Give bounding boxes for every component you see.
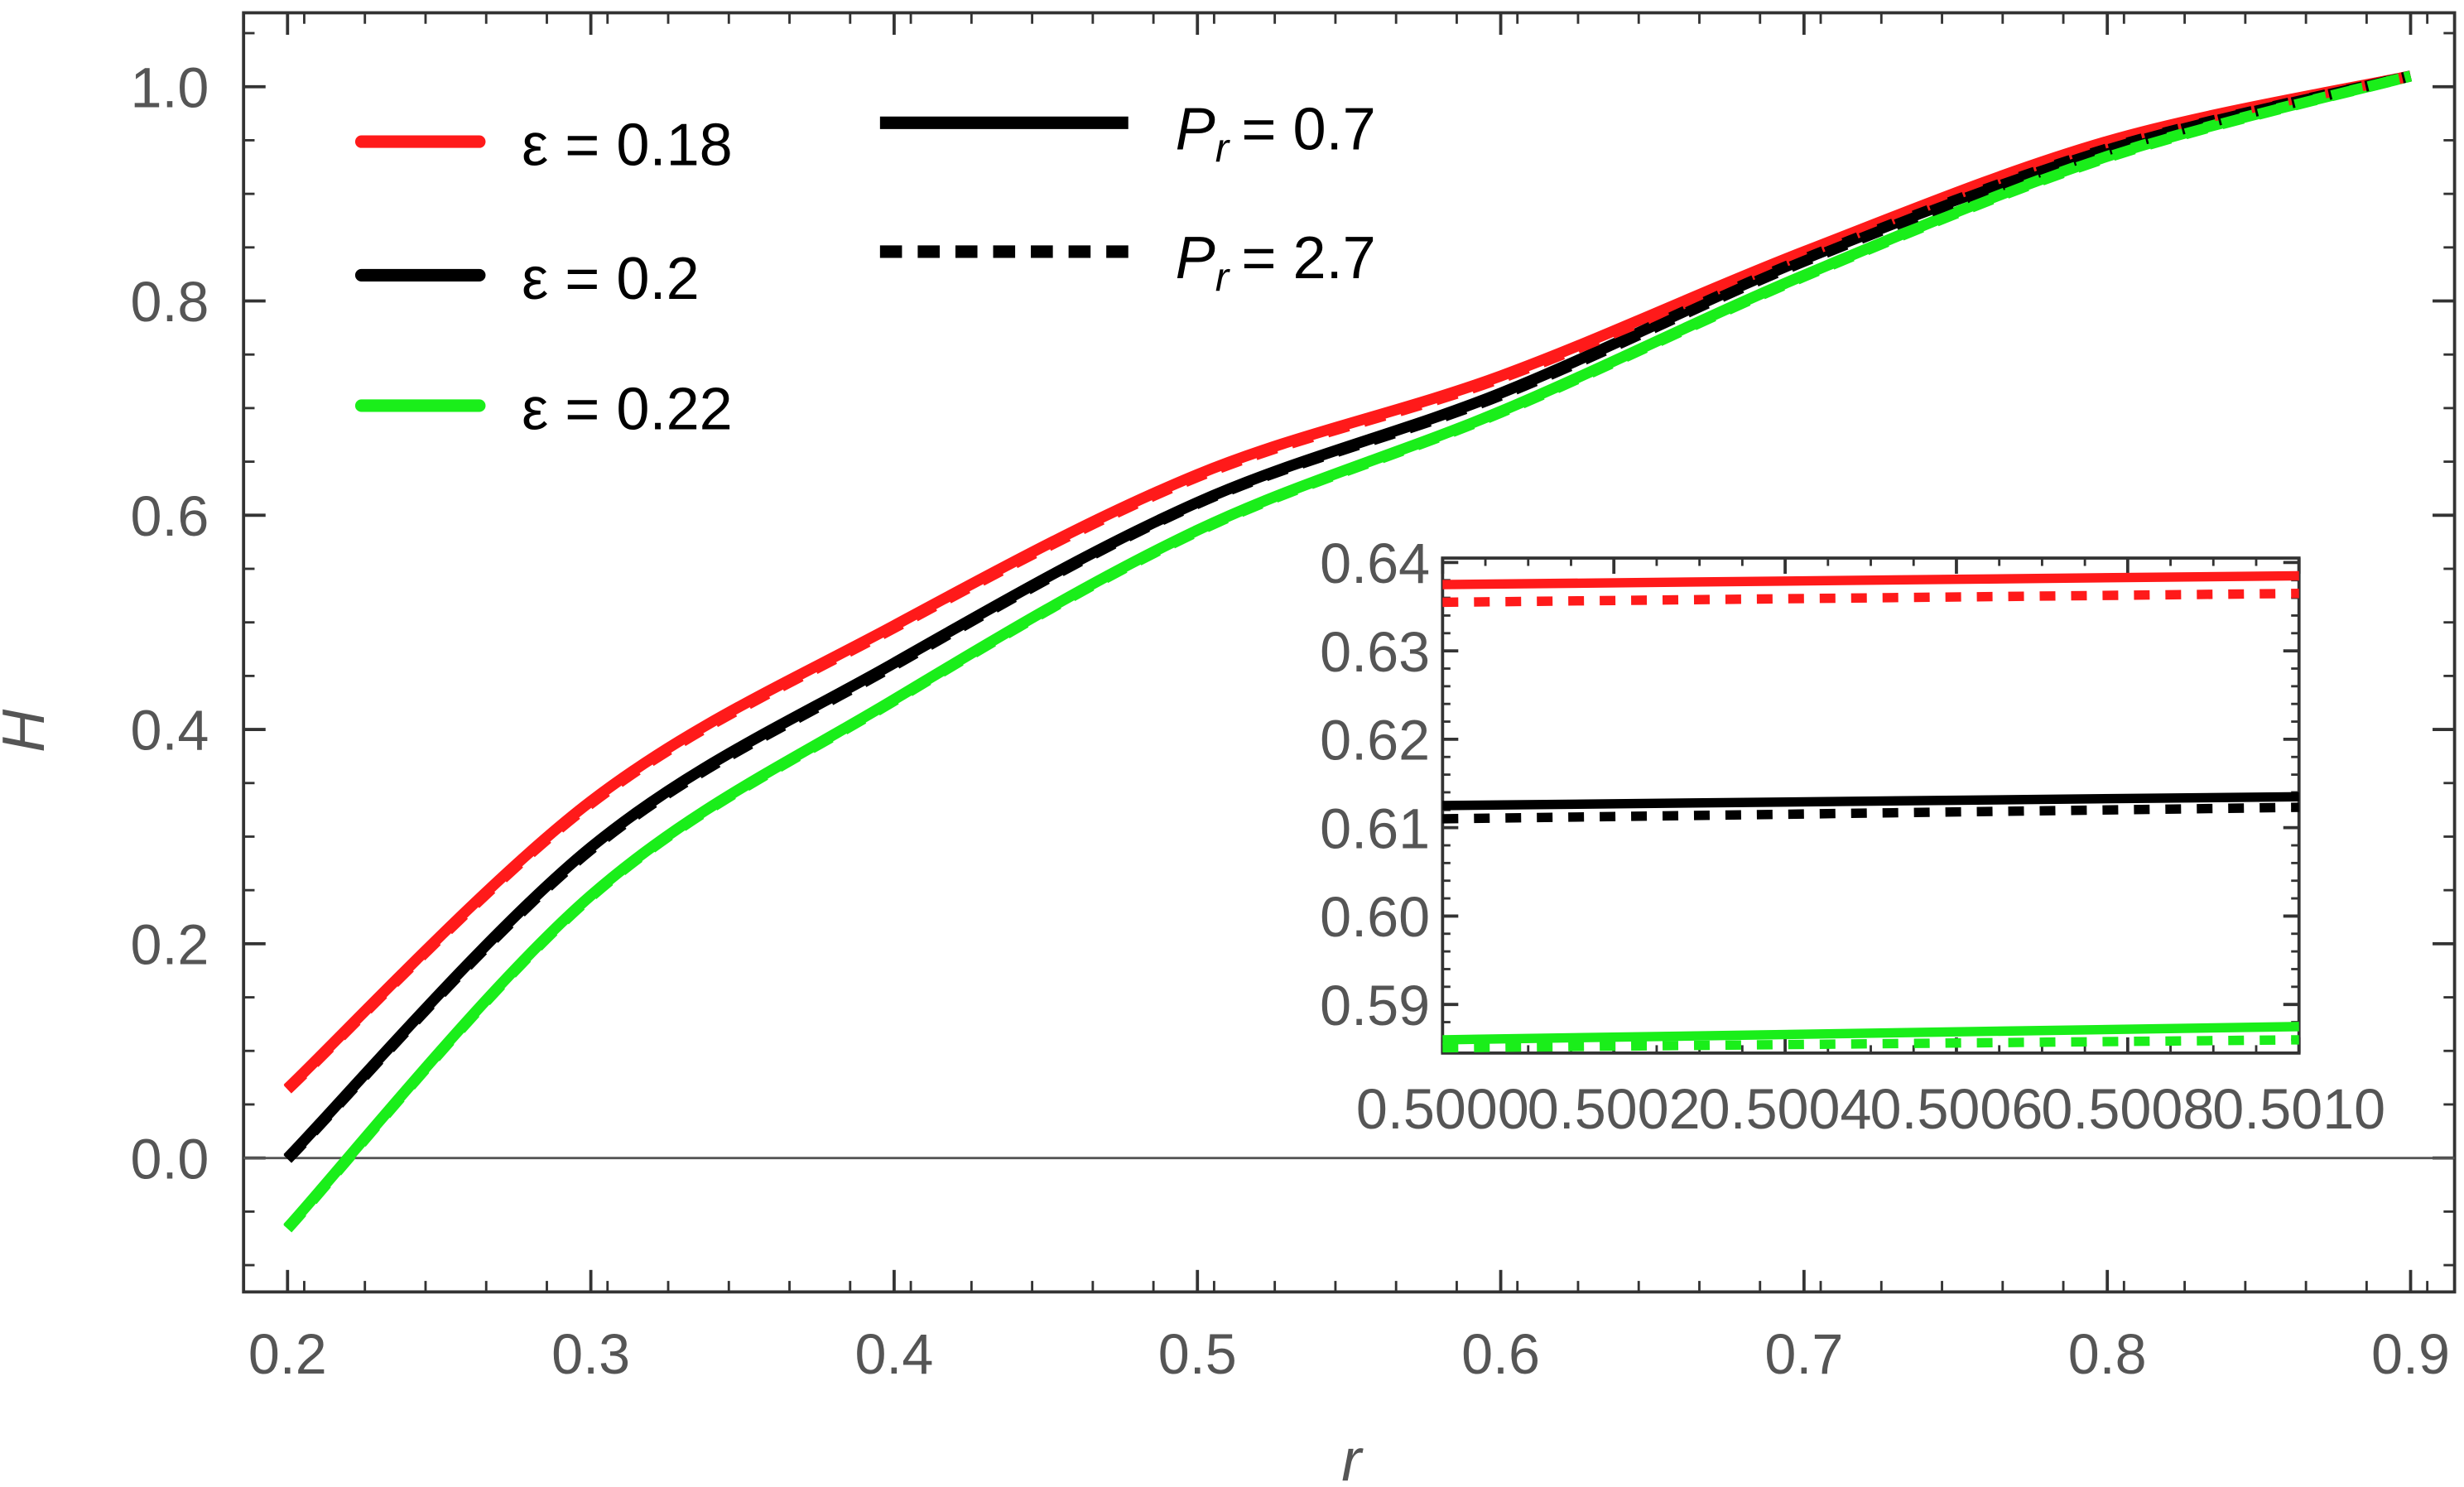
legend-label-eps-0.2: ε = 0.2 xyxy=(522,246,700,312)
inset-x-tick-label: 0.5006 xyxy=(1870,1078,2043,1141)
inset-series-line xyxy=(1442,792,2299,811)
inset-series-line xyxy=(1442,570,2299,590)
inset-series xyxy=(1442,570,2299,1053)
inset-x-tick-label: 0.5000 xyxy=(1356,1078,1529,1141)
y-tick-label: 0.2 xyxy=(130,914,209,977)
series-line xyxy=(283,70,2412,1094)
x-tick-label: 0.3 xyxy=(551,1323,630,1386)
x-tick-label: 0.2 xyxy=(248,1323,327,1386)
x-tick-label: 0.8 xyxy=(2068,1323,2147,1386)
x-axis-label: r xyxy=(1341,1427,1364,1487)
inset-y-tick-label: 0.62 xyxy=(1320,710,1430,772)
x-tick-label: 0.9 xyxy=(2371,1323,2450,1386)
y-tick-label: 0.6 xyxy=(130,485,209,548)
inset-x-tick-label: 0.5010 xyxy=(2212,1078,2385,1141)
inset-y-tick-label: 0.63 xyxy=(1320,621,1430,684)
y-tick-label: 0.0 xyxy=(130,1128,209,1191)
inset-y-tick-label: 0.64 xyxy=(1320,532,1430,595)
y-axis-label: H xyxy=(0,709,57,753)
legend-label-pr-2.7: Pr = 2.7 xyxy=(1176,225,1376,300)
legend-label-pr-0.7: Pr = 0.7 xyxy=(1176,97,1376,171)
inset-y-tick-label: 0.59 xyxy=(1320,974,1430,1037)
series-line xyxy=(283,70,2413,1163)
inset-x-tick-label: 0.5008 xyxy=(2041,1078,2214,1141)
x-tick-label: 0.5 xyxy=(1158,1323,1237,1386)
inset-series-line xyxy=(1442,1022,2299,1045)
x-tick-label: 0.7 xyxy=(1764,1323,1843,1386)
main-series xyxy=(283,70,2413,1233)
legend-label-eps-0.18: ε = 0.18 xyxy=(522,113,733,179)
legend-label-eps-0.22: ε = 0.22 xyxy=(522,376,733,442)
y-tick-label: 0.8 xyxy=(130,271,209,334)
inset-x-tick-label: 0.5004 xyxy=(1699,1078,1872,1141)
inset-y-tick-label: 0.61 xyxy=(1320,797,1430,860)
y-tick-label: 1.0 xyxy=(130,56,209,119)
inset-x-tick-label: 0.5002 xyxy=(1528,1078,1701,1141)
legend: ε = 0.18 ε = 0.2 ε = 0.22 Pr = 0.7 Pr = 2.… xyxy=(354,97,1376,442)
x-tick-label: 0.4 xyxy=(854,1323,933,1386)
x-tick-label: 0.6 xyxy=(1461,1323,1540,1386)
y-tick-label: 0.4 xyxy=(130,700,209,763)
inset-y-tick-label: 0.60 xyxy=(1320,886,1430,949)
series-line xyxy=(283,70,2413,1233)
